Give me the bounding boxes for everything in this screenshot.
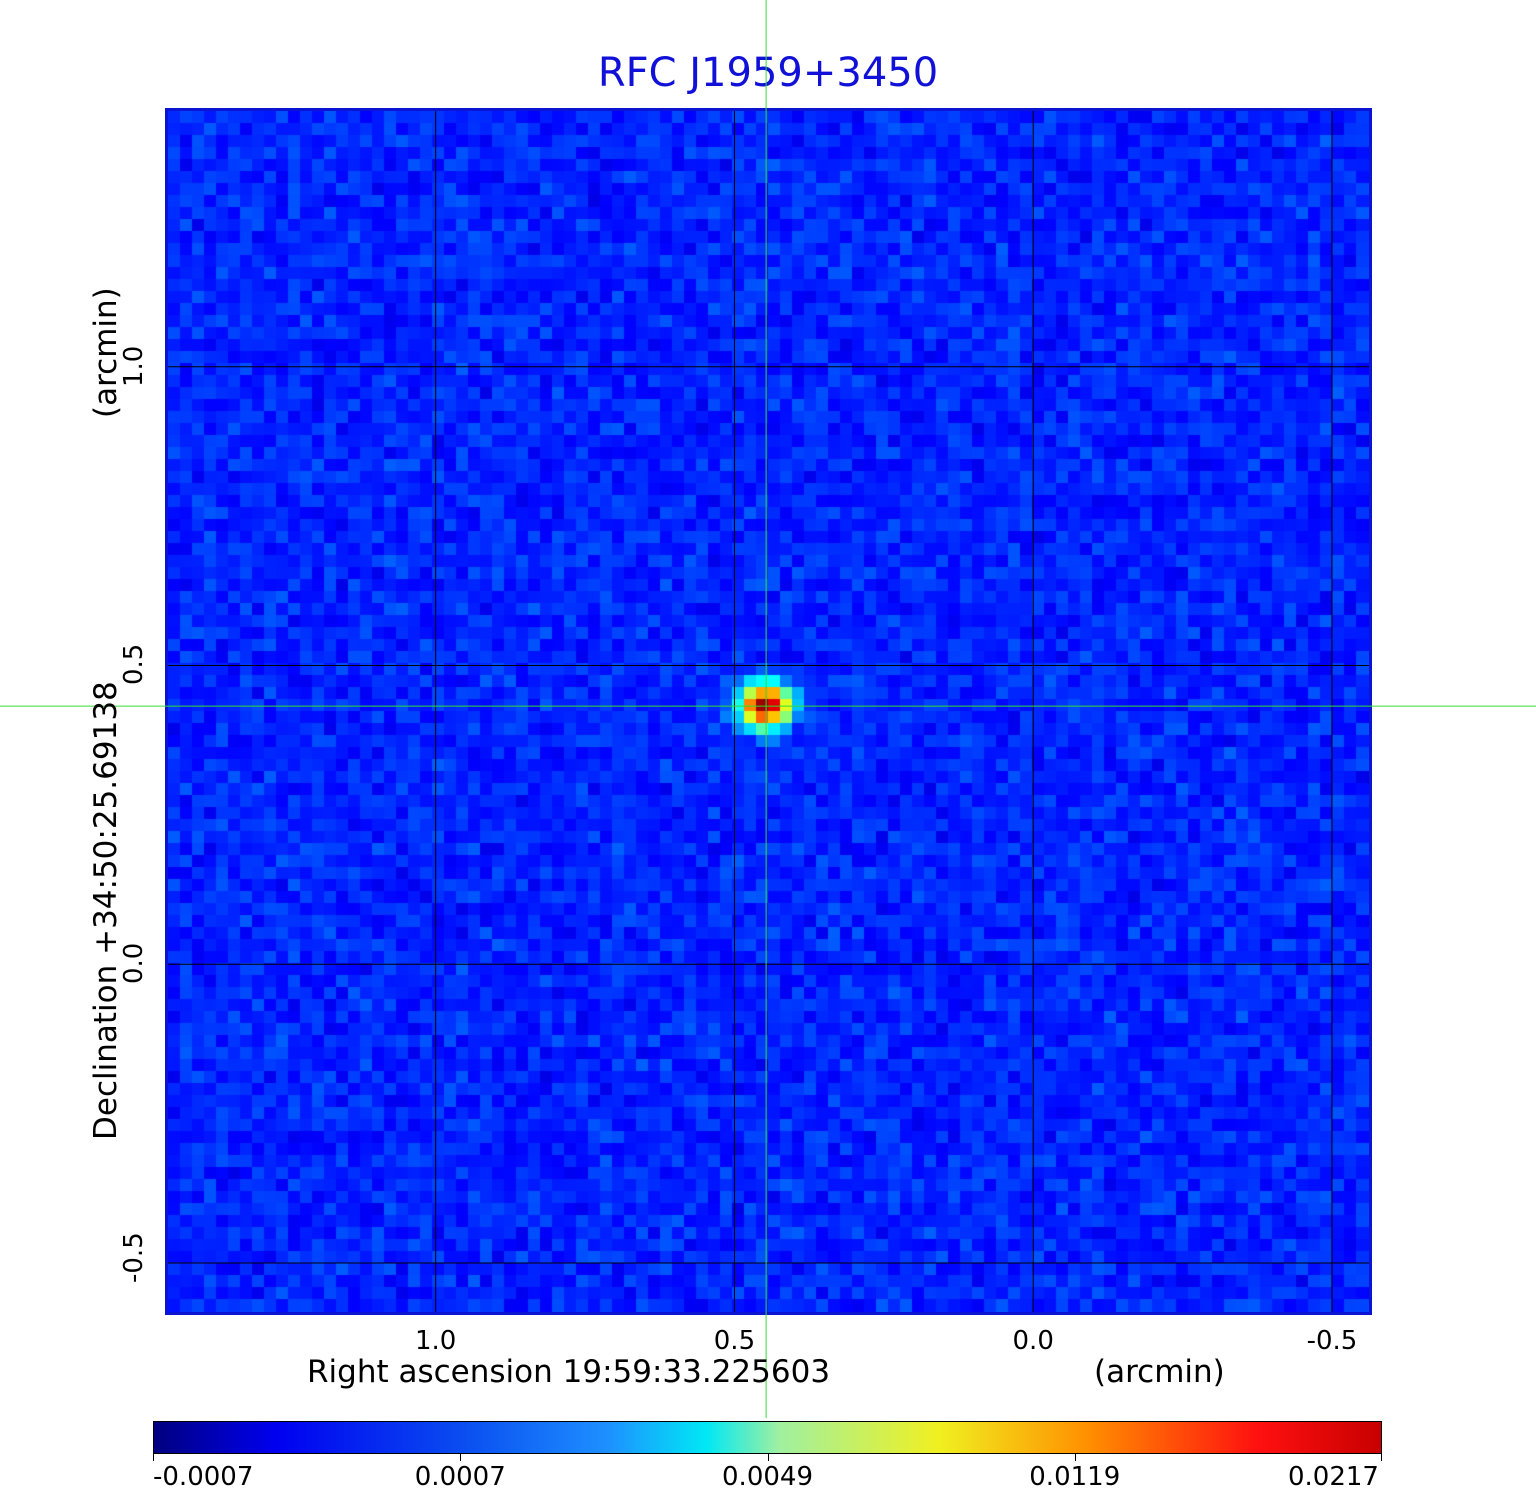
colorbar-tick-label: 0.0217 — [1288, 1462, 1379, 1492]
colorbar-tick — [153, 1453, 154, 1461]
colorbar-tick-label: 0.0119 — [1029, 1462, 1121, 1492]
x-axis-unit: (arcmin) — [1094, 1354, 1225, 1390]
colorbar-tick — [1381, 1453, 1382, 1461]
colorbar — [153, 1421, 1382, 1454]
x-tick-label: 1.0 — [414, 1326, 457, 1356]
x-tick-label: 0.5 — [713, 1326, 756, 1356]
colorbar-tick-label: 0.0007 — [414, 1462, 506, 1492]
colorbar-tick — [1074, 1453, 1076, 1461]
y-tick-label: -0.5 — [119, 1232, 149, 1283]
colorbar-tick-label: -0.0007 — [153, 1462, 254, 1492]
y-axis-label: Declination +34:50:25.69138 — [88, 681, 124, 1140]
y-tick-label: 0.5 — [119, 644, 149, 686]
heatmap-image — [168, 111, 1369, 1312]
x-axis-label: Right ascension 19:59:33.225603 — [307, 1354, 831, 1390]
colorbar-tick — [460, 1453, 462, 1461]
chart-title: RFC J1959+3450 — [597, 50, 939, 96]
x-tick-label: 0.0 — [1012, 1326, 1054, 1356]
plot-frame — [165, 108, 1372, 1315]
colorbar-tick — [767, 1453, 769, 1461]
colorbar-tick-label: 0.0049 — [722, 1462, 813, 1492]
y-axis-unit: (arcmin) — [88, 287, 124, 418]
x-tick-label: -0.5 — [1306, 1326, 1358, 1356]
